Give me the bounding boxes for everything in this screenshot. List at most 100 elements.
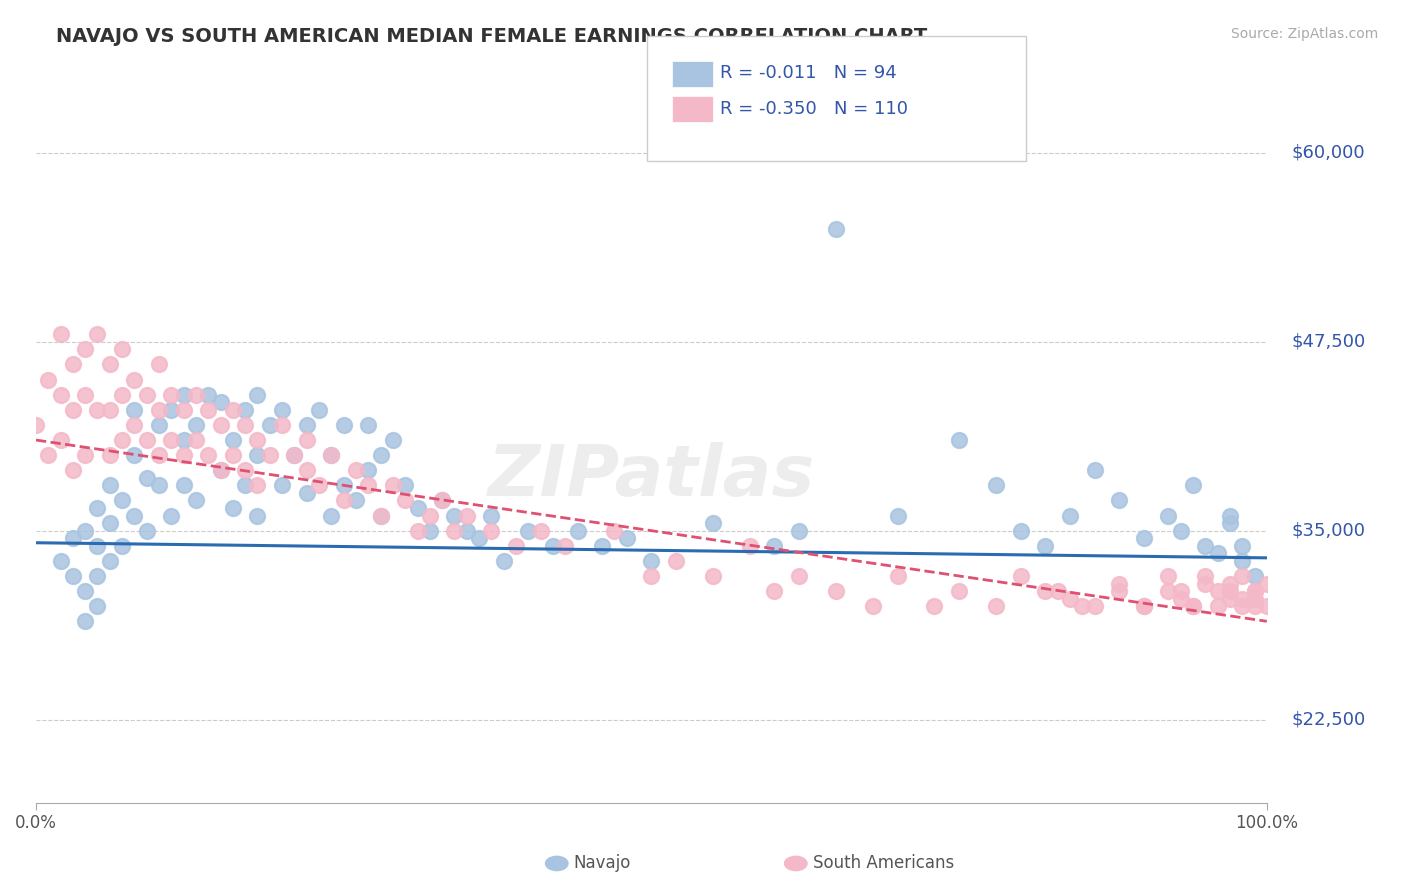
Point <box>541 539 564 553</box>
Point <box>1181 478 1204 492</box>
Point <box>1132 599 1154 614</box>
Point <box>111 343 134 357</box>
Point <box>529 524 551 538</box>
Point <box>1243 584 1265 599</box>
Text: R = -0.011   N = 94: R = -0.011 N = 94 <box>720 64 897 82</box>
Point <box>443 508 465 523</box>
Point <box>148 417 170 432</box>
Point <box>148 358 170 372</box>
Point <box>1046 584 1069 599</box>
Point <box>111 539 134 553</box>
Point <box>209 463 232 477</box>
Point <box>1059 591 1081 606</box>
Point <box>381 478 404 492</box>
Point <box>135 471 157 485</box>
Point <box>160 508 183 523</box>
Point <box>173 448 195 462</box>
Point <box>924 599 946 614</box>
Point <box>1232 591 1254 606</box>
Point <box>1181 599 1204 614</box>
Point <box>763 539 786 553</box>
Point <box>1243 584 1265 599</box>
Point <box>295 463 318 477</box>
Point <box>948 584 970 599</box>
Point <box>98 402 121 417</box>
Point <box>479 508 502 523</box>
Point <box>124 402 146 417</box>
Point <box>1206 546 1229 560</box>
Point <box>49 327 72 342</box>
Point <box>62 463 84 477</box>
Text: $35,000: $35,000 <box>1292 522 1365 540</box>
Point <box>419 508 441 523</box>
Point <box>173 478 195 492</box>
Point <box>1157 584 1180 599</box>
Point <box>173 402 195 417</box>
Point <box>443 524 465 538</box>
Point <box>567 524 589 538</box>
Point <box>1033 584 1056 599</box>
Point <box>1181 599 1204 614</box>
Point <box>173 387 195 401</box>
Point <box>763 584 786 599</box>
Point <box>246 448 269 462</box>
Point <box>1010 569 1032 583</box>
Point <box>173 433 195 447</box>
Point <box>259 448 281 462</box>
Point <box>62 402 84 417</box>
Text: R = -0.350   N = 110: R = -0.350 N = 110 <box>720 100 908 118</box>
Point <box>75 343 97 357</box>
Point <box>1219 508 1241 523</box>
Point <box>62 531 84 545</box>
Point <box>394 478 416 492</box>
Point <box>357 478 380 492</box>
Point <box>321 448 343 462</box>
Point <box>1219 591 1241 606</box>
Point <box>505 539 527 553</box>
Point <box>86 569 108 583</box>
Point <box>246 508 269 523</box>
Point <box>308 478 330 492</box>
Point <box>75 615 97 629</box>
Text: $47,500: $47,500 <box>1292 333 1365 351</box>
Point <box>430 493 453 508</box>
Point <box>49 433 72 447</box>
Point <box>1157 569 1180 583</box>
Point <box>124 508 146 523</box>
Point <box>702 569 724 583</box>
Point <box>1206 584 1229 599</box>
Point <box>321 448 343 462</box>
Point <box>86 599 108 614</box>
Point <box>1194 539 1216 553</box>
Point <box>370 448 392 462</box>
Point <box>271 478 294 492</box>
Point <box>1232 599 1254 614</box>
Point <box>197 402 219 417</box>
Point <box>111 387 134 401</box>
Point <box>591 539 613 553</box>
Point <box>184 493 207 508</box>
Point <box>1256 576 1278 591</box>
Point <box>381 433 404 447</box>
Point <box>1243 599 1265 614</box>
Point <box>37 373 59 387</box>
Point <box>344 463 367 477</box>
Point <box>246 387 269 401</box>
Point <box>209 417 232 432</box>
Point <box>197 448 219 462</box>
Point <box>184 387 207 401</box>
Point <box>825 221 848 235</box>
Point <box>1243 591 1265 606</box>
Point <box>209 395 232 409</box>
Point <box>233 402 256 417</box>
Point <box>283 448 305 462</box>
Point <box>370 508 392 523</box>
Point <box>419 524 441 538</box>
Point <box>1157 508 1180 523</box>
Point <box>135 524 157 538</box>
Point <box>75 524 97 538</box>
Point <box>160 433 183 447</box>
Point <box>75 387 97 401</box>
Text: $60,000: $60,000 <box>1292 144 1365 162</box>
Point <box>430 493 453 508</box>
